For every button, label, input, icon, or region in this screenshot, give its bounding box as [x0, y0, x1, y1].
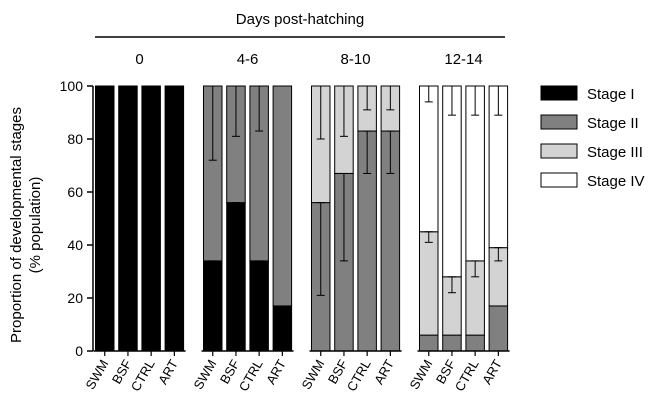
bar-segment [488, 305, 509, 352]
x-tick-label: CTRL [344, 357, 374, 394]
stacked-bar [249, 85, 269, 352]
stacked-bar [164, 85, 185, 352]
x-tick-label: CTRL [236, 357, 266, 394]
bar-segment [272, 85, 293, 307]
y-axis-title: Proportion of developmental stages (% po… [8, 107, 44, 343]
stacked-bar [311, 85, 331, 352]
x-tick-label: SWM [190, 357, 219, 392]
legend-item: Stage II [540, 114, 639, 132]
x-tick-label: ART [479, 357, 505, 387]
legend-label: Stage III [587, 144, 643, 161]
x-tick-label: CTRL [128, 357, 158, 394]
stacked-bar [118, 85, 138, 352]
bar-segment [419, 334, 439, 352]
stacked-bar [357, 85, 377, 352]
bar-segment [164, 85, 185, 352]
stacked-bar [95, 85, 115, 352]
legend-label: Stage II [587, 115, 639, 132]
y-tick-label: 20 [67, 290, 83, 306]
x-tick-label: CTRL [452, 357, 482, 394]
group-label: 12-14 [444, 51, 482, 68]
x-tick-label: ART [371, 357, 397, 387]
stacked-bar [465, 85, 485, 352]
y-axis: 0 20 40 60 80 100 [60, 78, 94, 359]
legend-item: Stage IV [540, 172, 645, 190]
bar-segment [118, 85, 138, 352]
stacked-bar [226, 85, 246, 352]
legend-label: Stage IV [587, 173, 645, 190]
bar-segment [95, 85, 115, 352]
bars [95, 85, 509, 352]
legend-swatch [540, 114, 578, 130]
header-title: Days post-hatching [236, 11, 364, 28]
stacked-bar [141, 85, 161, 352]
x-tick-label: SWM [82, 357, 111, 392]
y-tick-label: 0 [75, 343, 83, 359]
legend-swatch [540, 172, 578, 188]
stacked-bar [203, 85, 223, 352]
group-label: 4-6 [237, 51, 259, 68]
y-axis-title-line1: Proportion of developmental stages [8, 107, 25, 343]
bar-segment [419, 85, 439, 233]
legend-item: Stage I [540, 85, 635, 103]
bar-segment [272, 305, 293, 352]
y-tick-label: 40 [67, 237, 83, 253]
legend: Stage I Stage II Stage III Stage IV [540, 85, 645, 190]
y-tick-label: 80 [67, 131, 83, 147]
x-tick-label: SWM [406, 357, 435, 392]
bar-segment [419, 231, 439, 336]
stacked-bar [380, 85, 401, 352]
group-label: 0 [135, 51, 143, 68]
stacked-bar [442, 85, 462, 352]
stacked-bar [272, 85, 293, 352]
y-axis-title-line2: (% population) [27, 177, 44, 274]
y-tick-label: 100 [60, 78, 84, 94]
x-tick-label: ART [263, 357, 289, 387]
x-tick-label: SWM [298, 357, 327, 392]
legend-item: Stage III [540, 143, 643, 161]
bar-segment [141, 85, 161, 352]
stacked-bar [488, 85, 509, 352]
stacked-bar [419, 85, 439, 352]
bar-segment [442, 334, 462, 352]
header-area: Days post-hatching 0 4-6 8-10 12-14 [95, 11, 505, 68]
x-tick-label: ART [155, 357, 181, 387]
stacked-bar [334, 85, 354, 352]
y-tick-label: 60 [67, 184, 83, 200]
bar-segment [465, 334, 485, 352]
legend-swatch [540, 143, 578, 159]
group-label: 8-10 [341, 51, 371, 68]
legend-label: Stage I [587, 86, 635, 103]
legend-swatch [540, 85, 578, 101]
